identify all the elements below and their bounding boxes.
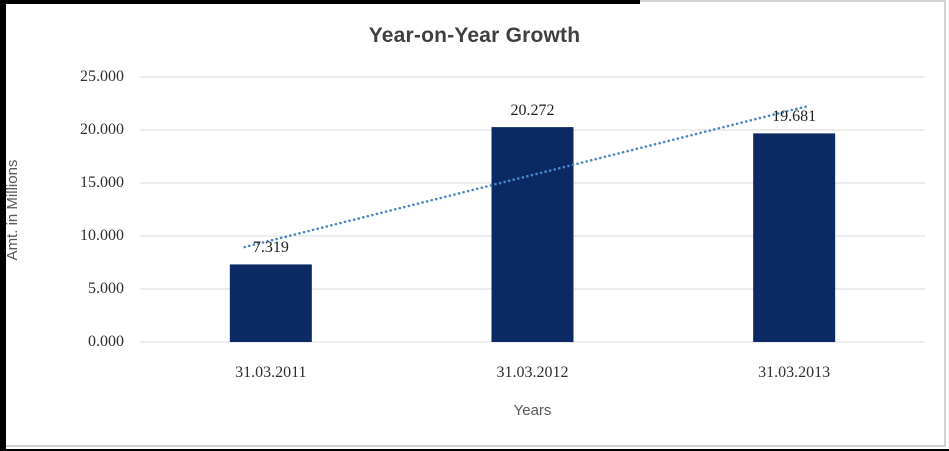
bar-31.03.2011 [229,264,312,342]
y-axis-title: Amt. in Millions [4,159,21,261]
y-tick-label: 15.000 [80,174,124,191]
y-tick-label: 5.000 [88,280,124,297]
bar-31.03.2013 [753,133,836,342]
trendline-dotted [243,104,809,249]
y-tick-label: 20.000 [80,121,124,138]
x-tick-label: 31.03.2013 [758,364,831,381]
x-tick-label: 31.03.2012 [496,364,569,381]
data-label: 7.319 [252,239,289,257]
y-tick-label: 0.000 [88,333,124,350]
table-cell-border-top [0,0,640,4]
y-tick-label: 10.000 [80,227,124,244]
x-axis-title: Years [513,402,552,419]
data-label: 19.681 [772,108,817,126]
x-tick-label: 31.03.2011 [235,364,307,381]
data-label: 20.272 [510,102,555,120]
table-cell-border-bottom [0,449,949,451]
y-tick-label: 25.000 [80,68,124,85]
bar-31.03.2012 [491,127,574,343]
chart-title: Year-on-Year Growth [368,24,581,47]
table-cell-border-left [0,0,6,451]
